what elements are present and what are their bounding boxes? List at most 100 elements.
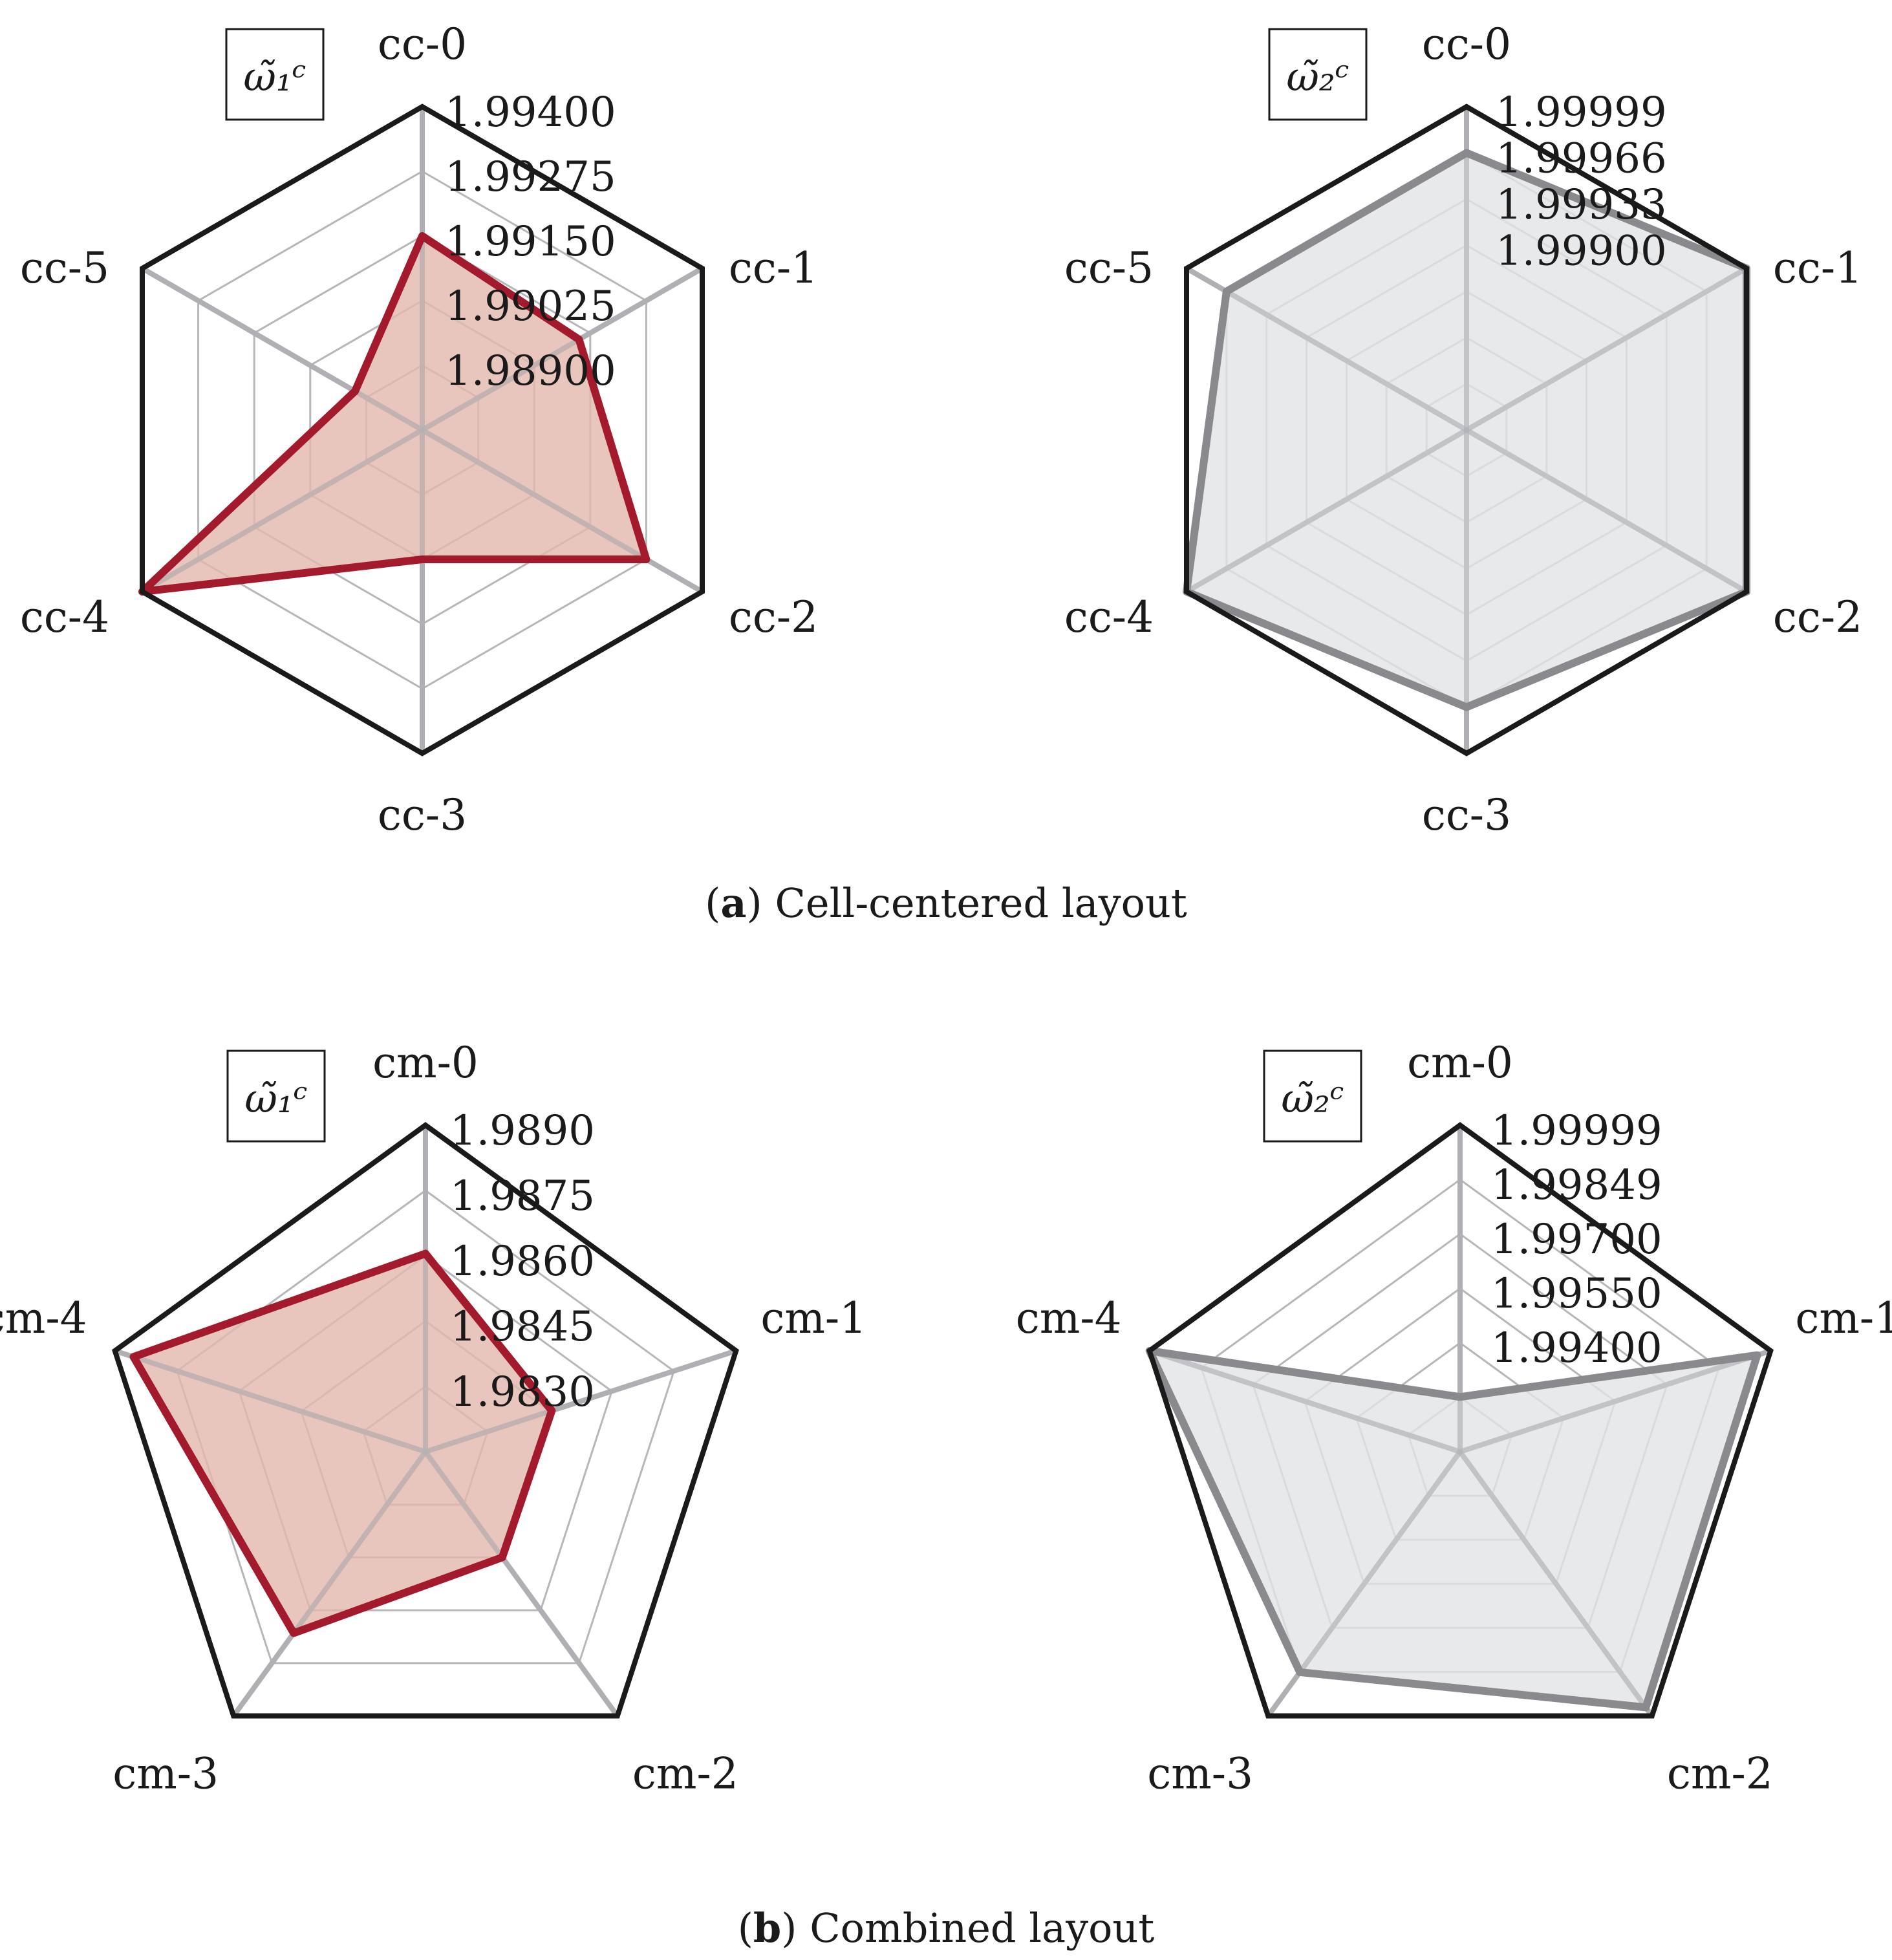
- axis-spoke-overlay: [140, 427, 424, 594]
- axis-spoke-overlay: [424, 1348, 737, 1454]
- tick-label: 1.99150: [445, 218, 616, 266]
- tick-label: 1.99999: [1496, 89, 1667, 136]
- axis-label-cc-2: cc-2: [729, 592, 818, 642]
- series-line: [129, 1249, 556, 1637]
- series-point-cm-0: [424, 1252, 427, 1255]
- legend-label: ω̃₁ᶜ: [244, 1075, 307, 1122]
- series-point-cm-2: [1644, 1706, 1648, 1709]
- axis-label-cm-4: cm-4: [1016, 1293, 1122, 1343]
- tick-label: 1.99700: [1491, 1216, 1662, 1264]
- series-point-cc-2: [645, 558, 648, 561]
- outer-frame: [112, 1122, 739, 1719]
- tick-label: 1.99275: [445, 153, 616, 201]
- series-point-cm-2: [500, 1556, 504, 1559]
- axis-spoke-overlay: [1465, 427, 1748, 594]
- axis-spoke-overlay: [1465, 266, 1748, 433]
- tick-label: 1.9830: [450, 1368, 595, 1416]
- axis-label-cc-0: cc-0: [378, 19, 467, 69]
- series-point-cc-0: [421, 235, 424, 237]
- series-point-cc-1: [577, 338, 581, 341]
- axis-label-cc-0: cc-0: [1422, 19, 1511, 69]
- axis-label-cc-2: cc-2: [1773, 592, 1862, 642]
- axis-label-cm-1: cm-1: [760, 1293, 866, 1343]
- series-point-cm-4: [132, 1355, 135, 1359]
- axis-label-cc-4: cc-4: [20, 592, 109, 642]
- radar-panel-a-right: cc-0cc-1cc-2cc-3cc-4cc-5 1.999001.999331.…: [1064, 19, 1862, 840]
- tick-label: 1.9875: [450, 1172, 595, 1220]
- axis-label-cm-3: cm-3: [113, 1749, 219, 1799]
- axis-label-cm-2: cm-2: [632, 1749, 738, 1799]
- axis-spoke-overlay: [114, 1348, 427, 1454]
- tick-label: 1.99025: [445, 283, 616, 330]
- series-point-cm-0: [1459, 1395, 1461, 1399]
- series-point-cm-3: [1298, 1670, 1302, 1674]
- axis-spoke-overlay: [1457, 1450, 1655, 1718]
- axis-label-cc-3: cc-3: [378, 790, 467, 840]
- tick-label: 1.9860: [450, 1238, 595, 1286]
- outer-frame: [1146, 1122, 1774, 1719]
- axis-spoke-overlay: [1185, 427, 1468, 594]
- axis-label-cm-2: cm-2: [1667, 1749, 1773, 1799]
- axis-spoke-overlay: [1459, 1348, 1772, 1454]
- caption-b-letter: b: [753, 1904, 782, 1952]
- legend-label: ω̃₂ᶜ: [1286, 53, 1349, 100]
- axis-label-cc-5: cc-5: [20, 243, 109, 293]
- outer-frame: [1183, 103, 1750, 757]
- series-point-cm-1: [550, 1409, 554, 1412]
- axis-label-cm-3: cm-3: [1147, 1749, 1253, 1799]
- axis-spoke-overlay: [1185, 266, 1468, 433]
- axis-label-cc-1: cc-1: [729, 243, 818, 293]
- tick-label: 1.99966: [1496, 135, 1667, 182]
- axis-label-cm-0: cm-0: [1407, 1038, 1513, 1088]
- axis-spoke-overlay: [1148, 1348, 1461, 1454]
- legend-box: [1263, 1050, 1362, 1143]
- axis-spoke-overlay: [420, 427, 704, 594]
- radar-panel-b-left: cm-0 cm-1 cm-2 cm-3 cm-4 1.9830 1.9845 1.9860 1.…: [0, 1038, 866, 1799]
- axis-label-cm-0: cm-0: [372, 1038, 478, 1088]
- series-area: [133, 1253, 552, 1633]
- caption-a-letter: a: [720, 879, 747, 927]
- tick-label: 1.99400: [445, 89, 616, 136]
- axis-spoke-overlay: [420, 266, 704, 433]
- caption-a: (a) Cell-centered layout: [705, 879, 1187, 927]
- caption-b: (b) Combined layout: [737, 1904, 1155, 1952]
- series-area: [1149, 1350, 1758, 1708]
- axis-label-cc-3: cc-3: [1422, 790, 1511, 840]
- axis-label-cc-4: cc-4: [1064, 592, 1154, 642]
- legend-box: [1268, 28, 1368, 121]
- radar-panel-a-left: cc-0 cc-1 cc-2 cc-3 cc-4 cc-5 1.98900 1.99025 1.…: [20, 19, 818, 840]
- axis-spoke-overlay: [231, 1450, 428, 1718]
- legend-box: [225, 28, 325, 121]
- axis-label-cm-4: cm-4: [0, 1293, 87, 1343]
- radar-panel-b-right: cm-0 cm-1 cm-2 cm-3 cm-4 1.99400 1.99550 1.9970…: [1016, 1038, 1892, 1799]
- legend-label: ω̃₂ᶜ: [1281, 1075, 1344, 1122]
- series-point-cm-1: [1756, 1353, 1759, 1357]
- legend-label: ω̃₁ᶜ: [243, 53, 306, 100]
- tick-label: 1.99933: [1496, 181, 1667, 229]
- series-point-cc-3: [421, 558, 424, 561]
- tick-label: 1.99550: [1491, 1270, 1662, 1318]
- series-point-cc-3: [1465, 705, 1468, 709]
- tick-label: 1.99999: [1491, 1107, 1662, 1155]
- axis-label-cc-5: cc-5: [1064, 243, 1154, 293]
- series-point-cc-5: [354, 390, 357, 393]
- caption-a-text: Cell-centered layout: [775, 879, 1187, 927]
- caption-b-text: Combined layout: [810, 1904, 1155, 1952]
- axis-label-cc-1: cc-1: [1773, 243, 1862, 293]
- axis-spoke-overlay: [140, 266, 424, 433]
- outer-frame: [139, 103, 705, 757]
- tick-label: 1.9845: [450, 1303, 595, 1351]
- axis-label-cm-1: cm-1: [1795, 1293, 1892, 1343]
- tick-label: 1.99849: [1491, 1161, 1662, 1209]
- tick-label: 1.9890: [450, 1107, 595, 1155]
- axis-spoke-overlay: [423, 1450, 620, 1718]
- tick-label: 1.99400: [1491, 1324, 1662, 1372]
- tick-label: 1.98900: [445, 347, 616, 395]
- series-point-cc-0: [1465, 151, 1468, 155]
- tick-label: 1.99900: [1496, 227, 1667, 275]
- series-point-cc-5: [1225, 290, 1228, 293]
- legend-box: [226, 1050, 326, 1143]
- series-point-cm-3: [292, 1632, 296, 1635]
- series-line: [1145, 1346, 1761, 1712]
